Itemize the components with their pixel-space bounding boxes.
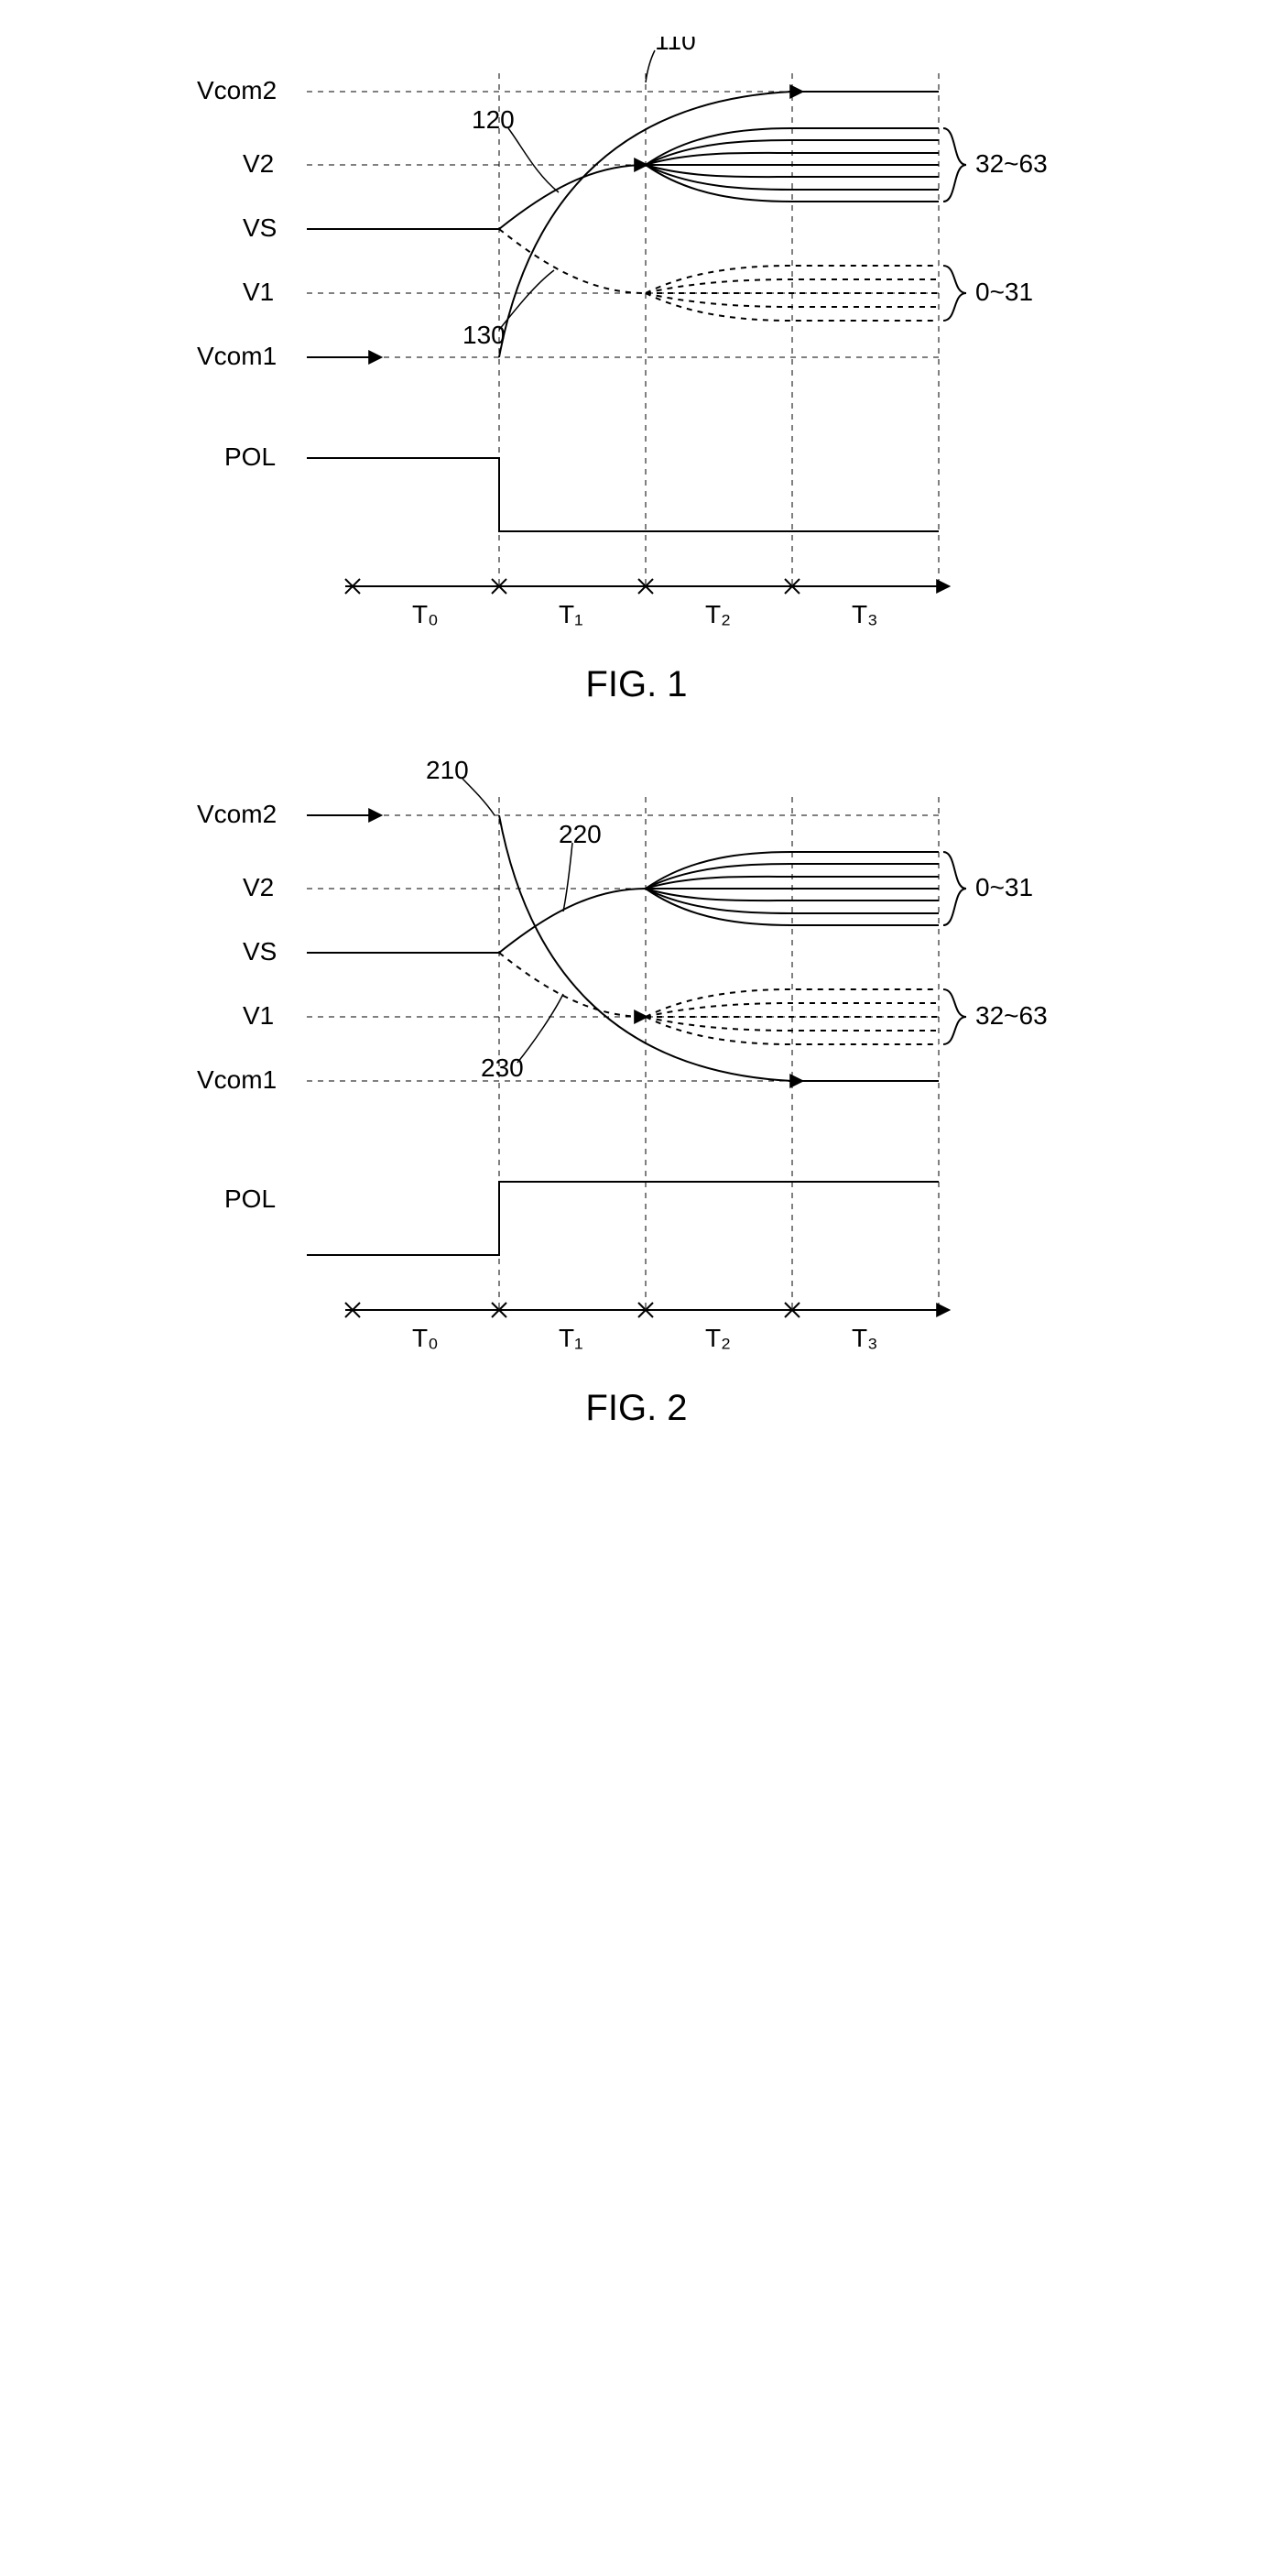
period-t0: T₀ — [412, 1324, 439, 1352]
period-t3: T₃ — [852, 600, 878, 628]
ann-110: 110 — [655, 37, 696, 55]
ann-230: 230 — [481, 1053, 524, 1082]
label-vcom2: Vcom2 — [197, 800, 277, 828]
ann-220: 220 — [559, 820, 602, 848]
ann-130: 130 — [462, 321, 506, 349]
range-upper: 0~31 — [975, 873, 1033, 901]
fig1-title: FIG. 1 — [197, 664, 1076, 705]
fig2-svg: Vcom2 V2 VS V1 Vcom1 POL — [197, 760, 1076, 1365]
upper-fan — [646, 128, 939, 202]
range-lower: 32~63 — [975, 1001, 1048, 1030]
label-vs: VS — [243, 213, 277, 242]
period-t1: T₁ — [559, 1324, 583, 1352]
upper-fan — [646, 852, 939, 925]
curve-130 — [499, 229, 646, 293]
label-vcom2: Vcom2 — [197, 76, 277, 104]
label-vcom1: Vcom1 — [197, 1065, 277, 1094]
curve-120 — [499, 165, 646, 229]
fig2-title: FIG. 2 — [197, 1388, 1076, 1429]
label-vcom1: Vcom1 — [197, 342, 277, 370]
label-vs: VS — [243, 937, 277, 966]
pol-wave — [307, 458, 939, 531]
period-t2: T₂ — [705, 600, 731, 628]
ann-210: 210 — [426, 760, 469, 784]
curve-220 — [499, 889, 646, 953]
period-t2: T₂ — [705, 1324, 731, 1352]
range-upper: 32~63 — [975, 149, 1048, 178]
ann-120: 120 — [472, 105, 515, 134]
range-lower: 0~31 — [975, 278, 1033, 306]
fig1-svg: Vcom2 V2 VS V1 Vcom1 POL — [197, 37, 1076, 641]
period-t0: T₀ — [412, 600, 439, 628]
label-v2: V2 — [243, 149, 274, 178]
figure-1: Vcom2 V2 VS V1 Vcom1 POL — [197, 37, 1076, 705]
label-v2: V2 — [243, 873, 274, 901]
label-v1: V1 — [243, 1001, 274, 1030]
period-t3: T₃ — [852, 1324, 878, 1352]
figure-2: Vcom2 V2 VS V1 Vcom1 POL — [197, 760, 1076, 1429]
pol-wave — [307, 1182, 939, 1255]
label-v1: V1 — [243, 278, 274, 306]
period-t1: T₁ — [559, 600, 583, 628]
label-pol: POL — [224, 442, 276, 471]
label-pol: POL — [224, 1184, 276, 1213]
